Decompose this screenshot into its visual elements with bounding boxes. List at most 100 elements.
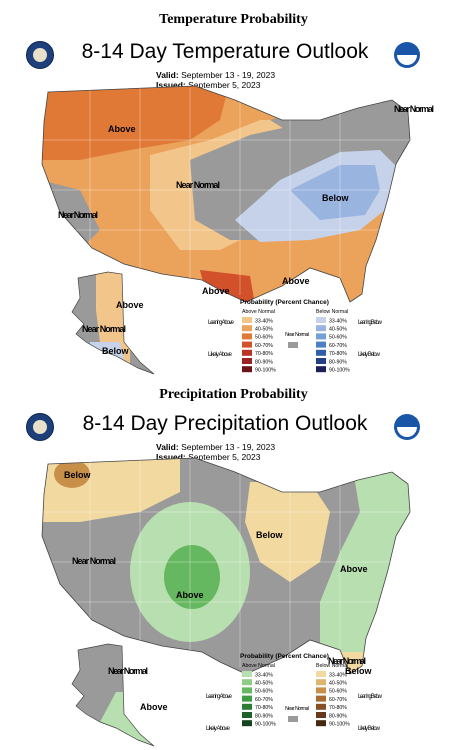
alaska-outline (71, 271, 155, 375)
legend-swatch-below-6 (316, 712, 326, 718)
precipitation-legend: Probability (Percent Chance) Above Norma… (206, 653, 383, 732)
legend-below-header: Below Normal (316, 663, 348, 669)
legend-range-above-4: 60-70% (255, 697, 273, 703)
legend-swatch-above-7 (242, 366, 252, 373)
state-borders (42, 460, 410, 667)
temperature-valid-dates: September 13 - 19, 2023 (181, 70, 276, 80)
legend-swatch-above-4 (242, 695, 252, 702)
temperature-valid-line: Valid: September 13 - 19, 2023 (156, 70, 276, 80)
temperature-map-title: 8-14 Day Temperature Outlook (81, 40, 369, 63)
legend-swatch-below-4 (316, 341, 326, 348)
precipitation-map: Below Near Normal Above Below Above Belo… (41, 457, 411, 747)
legend-likely-above: Likely Above (208, 352, 233, 358)
legend-leaning-below: Leaning Below (358, 320, 383, 326)
region-label-near-normal-central: Near Normal (176, 180, 220, 190)
temperature-map: Above Near Normal Below Near Normal Near… (41, 85, 434, 375)
legend-range-below-5: 70-80% (329, 351, 347, 357)
legend-likely-above: Likely Above (206, 726, 231, 732)
legend-near-normal-swatch (288, 716, 298, 722)
legend-range-above-2: 40-50% (255, 327, 273, 333)
legend-swatch-below-3 (316, 333, 326, 340)
legend-range-above-4: 60-70% (255, 343, 273, 349)
legend-swatch-below-1 (316, 317, 326, 323)
legend-below-header: Below Normal (316, 309, 348, 315)
temperature-issued-date: September 5, 2023 (188, 80, 261, 90)
temperature-outlook-panel: 8-14 Day Temperature Outlook Valid: Sept… (20, 38, 430, 108)
legend-range-above-1: 33-40% (255, 318, 273, 324)
legend-range-above-3: 50-60% (255, 335, 273, 341)
legend-near-normal-swatch (288, 342, 298, 348)
legend-range-below-3: 50-60% (329, 689, 347, 695)
legend-range-above-1: 33-40% (255, 672, 273, 678)
legend-near-normal: Near Normal (285, 332, 309, 338)
temperature-legend: Probability (Percent Chance) Above Norma… (208, 299, 383, 374)
legend-swatch-above-6 (242, 712, 252, 718)
region-label-near-normal-ne: Near Normal (394, 104, 434, 114)
region-label-below-east: Below (322, 193, 350, 203)
legend-range-below-2: 40-50% (329, 327, 347, 333)
legend-above-header: Above Normal (242, 663, 275, 669)
legend-near-normal: Near Normal (285, 706, 309, 712)
region-label-above-tx: Above (202, 286, 230, 296)
legend-leaning-below: Leaning Below (358, 694, 383, 700)
legend-range-below-6: 80-90% (329, 713, 347, 719)
legend-swatch-above-5 (242, 703, 252, 710)
legend-leaning-above: Leaning Above (206, 694, 233, 700)
legend-swatch-above-1 (242, 317, 252, 323)
legend-swatch-above-3 (242, 333, 252, 340)
legend-range-below-4: 60-70% (329, 343, 347, 349)
precipitation-outlook-panel: 8-14 Day Precipitation Outlook Valid: Se… (20, 410, 430, 480)
legend-swatch-below-1 (316, 671, 326, 677)
ak-label-near-normal: Near Normal (108, 666, 148, 676)
legend-swatch-below-7 (316, 720, 326, 727)
legend-swatch-below-2 (316, 679, 326, 686)
conus-outline (41, 85, 411, 303)
temperature-issued-line: Issued: September 5, 2023 (156, 80, 261, 90)
ak-label-below: Below (102, 346, 130, 356)
legend-swatch-below-7 (316, 366, 326, 373)
ak-label-above: Above (116, 300, 144, 310)
precipitation-issued-date: September 5, 2023 (188, 452, 261, 462)
precipitation-valid-line: Valid: September 13 - 19, 2023 (156, 442, 276, 452)
legend-swatch-above-4 (242, 341, 252, 348)
ak-label-near-normal: Near Normal (82, 324, 126, 334)
alaska-precipitation-shading (72, 644, 154, 746)
legend-swatch-below-5 (316, 349, 326, 356)
region-label-above-west: Above (108, 124, 136, 134)
legend-range-below-1: 33-40% (329, 318, 347, 324)
precipitation-issued-line: Issued: September 5, 2023 (156, 452, 261, 462)
temperature-section-title: Temperature Probability (159, 12, 308, 27)
legend-swatch-below-4 (316, 695, 326, 702)
legend-swatch-below-6 (316, 358, 326, 364)
legend-range-above-6: 80-90% (255, 713, 273, 719)
legend-swatch-below-3 (316, 687, 326, 694)
commerce-seal-icon (26, 41, 54, 69)
state-borders (42, 88, 410, 295)
legend-range-below-3: 50-60% (329, 335, 347, 341)
legend-range-above-7: 90-100% (255, 368, 276, 374)
region-label-near-normal-west: Near Normal (72, 556, 116, 566)
legend-swatch-below-2 (316, 325, 326, 332)
legend-swatch-below-5 (316, 703, 326, 710)
legend-swatch-above-2 (242, 325, 252, 332)
legend-swatch-above-7 (242, 720, 252, 727)
legend-above-header: Above Normal (242, 309, 275, 315)
legend-range-below-4: 60-70% (329, 697, 347, 703)
legend-swatch-above-2 (242, 679, 252, 686)
noaa-logo-icon (394, 414, 420, 440)
legend-swatch-above-5 (242, 349, 252, 356)
precipitation-map-title: 8-14 Day Precipitation Outlook (82, 412, 368, 435)
legend-range-below-7: 90-100% (329, 368, 350, 374)
region-label-above-gulf: Above (282, 276, 310, 286)
legend-range-above-5: 70-80% (255, 705, 273, 711)
region-label-below-pnw: Below (64, 470, 92, 480)
legend-range-below-7: 90-100% (329, 722, 350, 728)
legend-range-above-7: 90-100% (255, 722, 276, 728)
region-label-above-east: Above (340, 564, 368, 574)
region-label-near-normal-gulf: Near Normal (328, 656, 366, 666)
legend-title: Probability (Percent Chance) (240, 653, 329, 660)
legend-title: Probability (Percent Chance) (240, 299, 329, 306)
noaa-logo-icon (394, 42, 420, 68)
legend-likely-below: Likely Below (358, 726, 381, 732)
conus-outline (41, 457, 411, 675)
